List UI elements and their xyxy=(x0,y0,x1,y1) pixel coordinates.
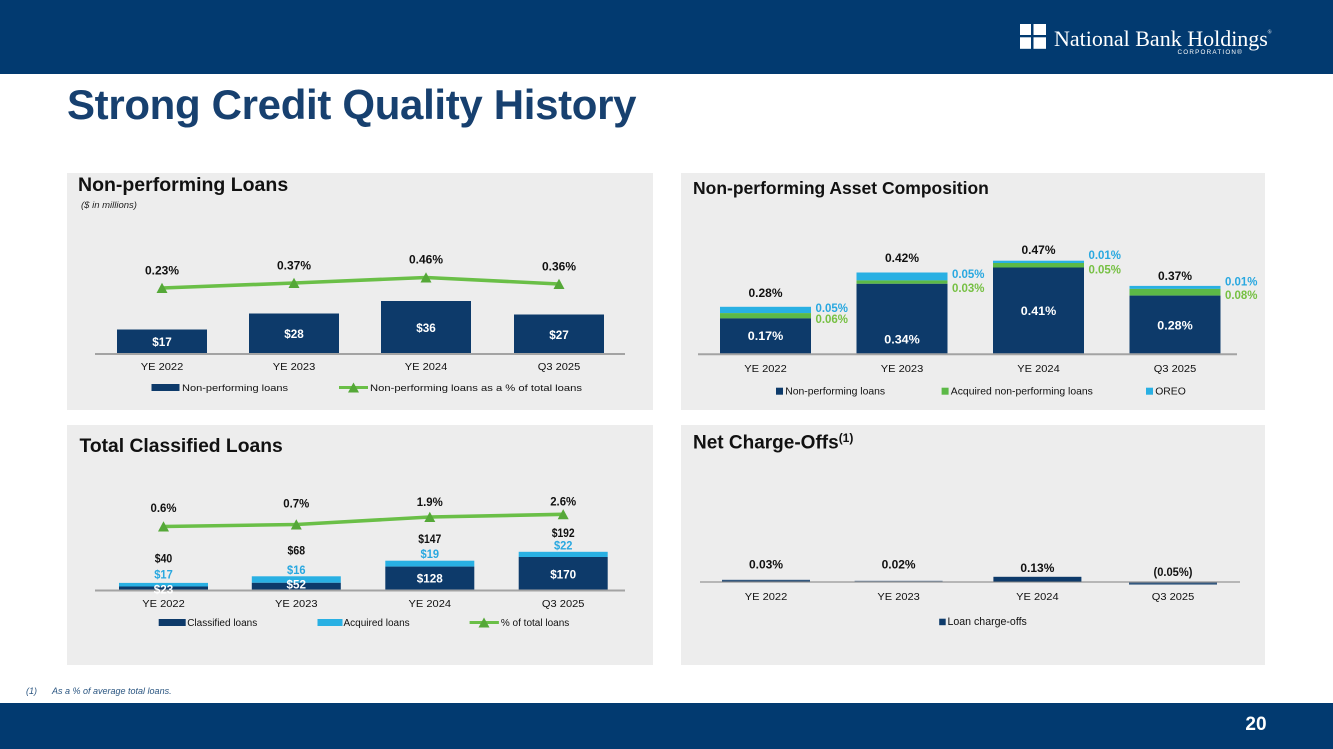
svg-text:$17: $17 xyxy=(154,569,173,582)
svg-text:$170: $170 xyxy=(550,568,576,582)
svg-text:0.37%: 0.37% xyxy=(277,260,311,273)
svg-text:0.28%: 0.28% xyxy=(1157,318,1193,332)
svg-text:YE 2024: YE 2024 xyxy=(1016,592,1059,603)
svg-text:$23: $23 xyxy=(154,583,174,597)
svg-text:$22: $22 xyxy=(554,540,573,553)
svg-text:Q3 2025: Q3 2025 xyxy=(1154,364,1197,375)
svg-text:$128: $128 xyxy=(417,571,443,585)
svg-text:$28: $28 xyxy=(284,327,304,341)
svg-text:$52: $52 xyxy=(287,578,307,592)
svg-text:0.47%: 0.47% xyxy=(1022,244,1056,257)
svg-text:®: ® xyxy=(1268,29,1272,36)
svg-text:0.03%: 0.03% xyxy=(952,282,985,295)
svg-text:$17: $17 xyxy=(152,335,172,349)
svg-text:YE 2022: YE 2022 xyxy=(141,362,184,373)
svg-text:0.06%: 0.06% xyxy=(816,313,849,326)
svg-text:Q3 2025: Q3 2025 xyxy=(542,599,585,610)
svg-text:0.7%: 0.7% xyxy=(283,498,309,511)
svg-text:$68: $68 xyxy=(288,545,306,558)
svg-text:Non-performing loans as a % of: Non-performing loans as a % of total loa… xyxy=(370,383,582,394)
svg-text:YE 2024: YE 2024 xyxy=(1017,364,1060,375)
svg-text:Q3 2025: Q3 2025 xyxy=(1152,592,1195,603)
svg-text:Q3 2025: Q3 2025 xyxy=(538,362,581,373)
svg-text:National Bank Holdings: National Bank Holdings xyxy=(1054,26,1268,51)
svg-text:0.23%: 0.23% xyxy=(145,265,179,278)
svg-text:$36: $36 xyxy=(416,321,436,335)
svg-text:0.08%: 0.08% xyxy=(1225,289,1258,302)
svg-text:0.46%: 0.46% xyxy=(409,254,443,267)
svg-text:0.6%: 0.6% xyxy=(151,502,177,515)
svg-text:YE 2022: YE 2022 xyxy=(142,599,185,610)
svg-text:YE 2022: YE 2022 xyxy=(745,592,788,603)
svg-text:$192: $192 xyxy=(552,527,575,540)
svg-text:$40: $40 xyxy=(155,552,173,565)
svg-text:Classified loans: Classified loans xyxy=(187,618,257,629)
svg-text:0.02%: 0.02% xyxy=(882,558,916,571)
svg-text:2.6%: 2.6% xyxy=(550,496,576,509)
svg-text:Loan charge-offs: Loan charge-offs xyxy=(948,616,1027,628)
svg-text:YE 2022: YE 2022 xyxy=(744,364,787,375)
svg-text:Acquired loans: Acquired loans xyxy=(344,618,410,629)
svg-text:0.34%: 0.34% xyxy=(884,333,920,347)
svg-text:0.05%: 0.05% xyxy=(816,302,849,315)
svg-text:0.28%: 0.28% xyxy=(749,287,783,300)
svg-text:OREO: OREO xyxy=(1155,387,1186,398)
svg-text:YE 2023: YE 2023 xyxy=(881,364,924,375)
svg-text:$19: $19 xyxy=(421,548,440,561)
svg-text:(0.05%): (0.05%) xyxy=(1154,566,1193,579)
svg-text:1.9%: 1.9% xyxy=(417,496,443,509)
svg-text:% of total loans: % of total loans xyxy=(501,618,569,629)
svg-text:0.42%: 0.42% xyxy=(885,252,919,265)
svg-text:$147: $147 xyxy=(418,533,441,546)
svg-text:0.17%: 0.17% xyxy=(748,329,784,343)
svg-text:CORPORATION®: CORPORATION® xyxy=(1178,48,1243,56)
svg-text:$16: $16 xyxy=(287,564,306,577)
svg-text:YE 2024: YE 2024 xyxy=(405,362,448,373)
svg-text:0.13%: 0.13% xyxy=(1020,562,1054,575)
svg-text:0.41%: 0.41% xyxy=(1021,304,1057,318)
svg-text:0.05%: 0.05% xyxy=(952,268,985,281)
svg-text:Acquired non-performing loans: Acquired non-performing loans xyxy=(951,387,1093,398)
svg-text:$27: $27 xyxy=(549,328,569,342)
svg-text:0.01%: 0.01% xyxy=(1089,249,1122,262)
svg-text:Non-performing loans: Non-performing loans xyxy=(785,387,885,398)
svg-text:YE 2023: YE 2023 xyxy=(877,592,920,603)
svg-text:YE 2023: YE 2023 xyxy=(273,362,316,373)
svg-text:YE 2023: YE 2023 xyxy=(275,599,318,610)
svg-text:0.05%: 0.05% xyxy=(1089,264,1122,277)
svg-text:0.01%: 0.01% xyxy=(1225,275,1258,288)
svg-text:YE 2024: YE 2024 xyxy=(409,599,452,610)
svg-text:Non-performing loans: Non-performing loans xyxy=(182,383,288,394)
svg-text:0.36%: 0.36% xyxy=(542,261,576,274)
svg-text:0.37%: 0.37% xyxy=(1158,270,1192,283)
svg-text:0.03%: 0.03% xyxy=(749,558,783,571)
